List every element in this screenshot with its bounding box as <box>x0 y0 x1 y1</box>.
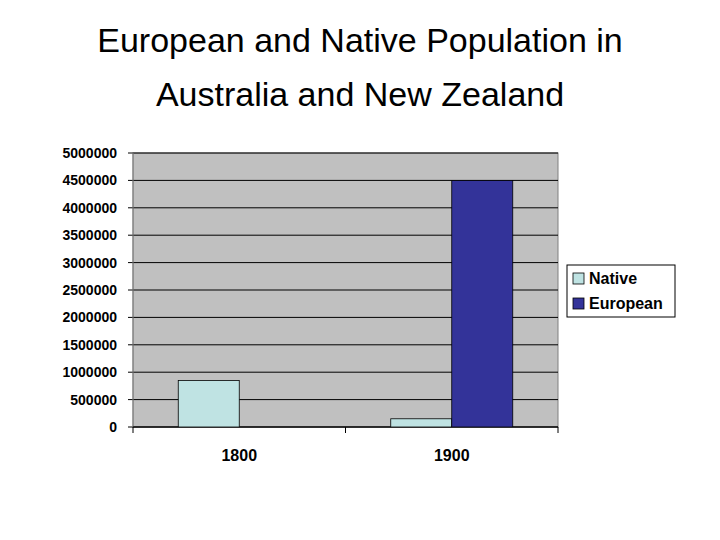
y-tick <box>128 207 133 208</box>
y-tick-label: 4500000 <box>62 172 117 188</box>
y-tick-label: 1000000 <box>62 364 117 380</box>
title-line: European and Native Population in <box>97 21 623 59</box>
y-tick <box>128 290 133 291</box>
y-axis <box>133 153 134 427</box>
x-tick <box>558 427 559 433</box>
grid-line <box>133 153 558 154</box>
x-tick <box>345 427 346 433</box>
y-tick-label: 0 <box>109 419 117 435</box>
legend-swatch <box>573 273 584 284</box>
x-tick <box>133 427 134 433</box>
y-tick-label: 500000 <box>70 392 117 408</box>
y-tick-label: 3500000 <box>62 227 117 243</box>
y-tick <box>128 344 133 345</box>
y-tick <box>128 427 133 428</box>
legend <box>567 265 675 317</box>
bar <box>391 419 452 427</box>
bar <box>178 380 239 427</box>
y-tick-label: 4000000 <box>62 200 117 216</box>
y-tick <box>128 180 133 181</box>
y-tick-label: 1500000 <box>62 337 117 353</box>
y-tick-label: 2500000 <box>62 282 117 298</box>
y-tick <box>128 372 133 373</box>
y-tick-label: 2000000 <box>62 309 117 325</box>
y-tick <box>128 399 133 400</box>
x-tick-label: 1800 <box>221 447 257 464</box>
title-line: Australia and New Zealand <box>156 75 564 113</box>
y-tick-label: 5000000 <box>62 145 117 161</box>
legend-label: Native <box>589 270 637 287</box>
y-tick <box>128 317 133 318</box>
bar <box>452 180 513 427</box>
y-tick-label: 3000000 <box>62 255 117 271</box>
x-tick-label: 1900 <box>434 447 470 464</box>
bars <box>178 180 513 427</box>
y-tick <box>128 262 133 263</box>
title: European and Native Population in Austral… <box>97 21 623 113</box>
bar <box>239 427 300 428</box>
y-tick <box>128 153 133 154</box>
legend-swatch <box>573 298 584 309</box>
plot-area <box>133 153 558 427</box>
legend-label: European <box>589 295 663 312</box>
y-tick <box>128 235 133 236</box>
chart: European and Native Population in Austral… <box>0 0 720 540</box>
